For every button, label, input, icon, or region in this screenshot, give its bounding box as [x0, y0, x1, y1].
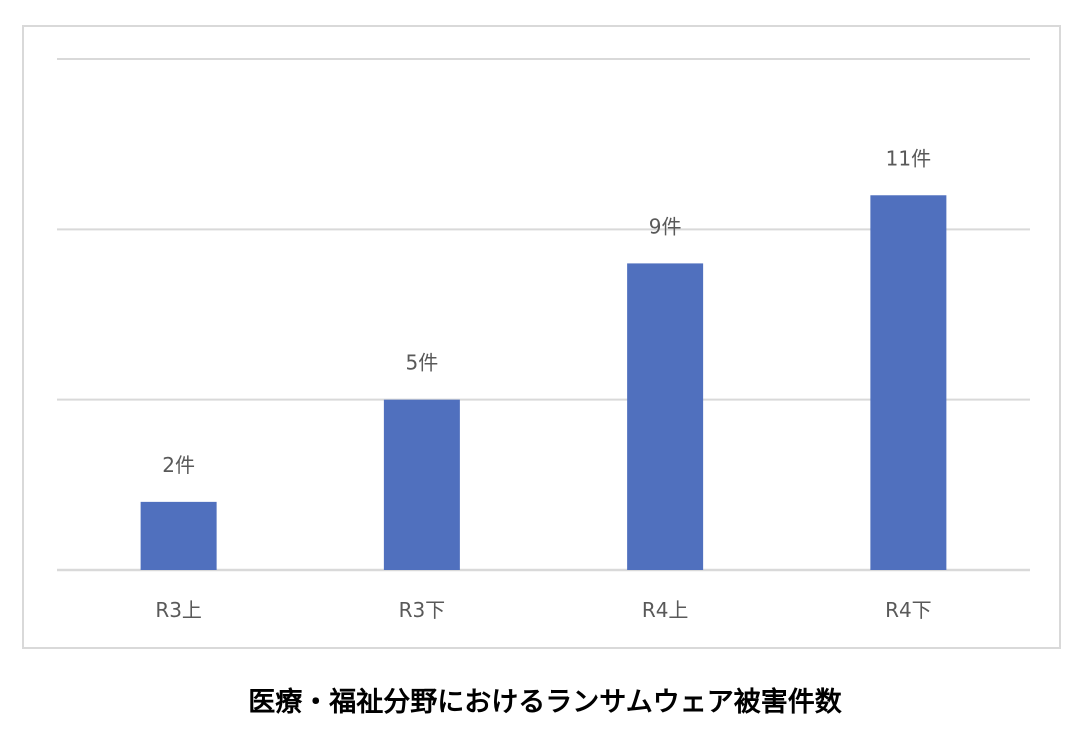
chart-title: 医療・福祉分野におけるランサムウェア被害件数 [248, 687, 842, 718]
x-tick-label: R3下 [399, 598, 446, 622]
x-tick-label: R4上 [642, 598, 689, 622]
bar [627, 263, 704, 570]
bar [140, 501, 217, 570]
chart-frame [22, 25, 1061, 649]
x-tick-label: R4下 [885, 598, 932, 622]
bar [870, 195, 947, 570]
data-label: 5件 [406, 351, 439, 375]
bar [383, 399, 460, 570]
data-label: 9件 [649, 214, 682, 238]
data-label: 2件 [162, 453, 195, 477]
data-label: 11件 [886, 146, 931, 170]
x-tick-label: R3上 [155, 598, 202, 622]
